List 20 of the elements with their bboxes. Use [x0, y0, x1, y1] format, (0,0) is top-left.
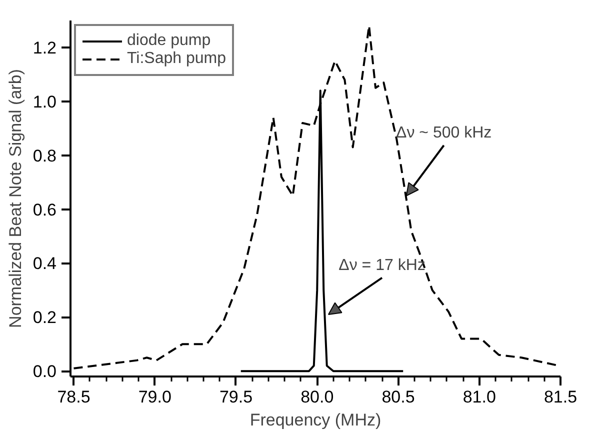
- y-tick-label: 1.0: [32, 92, 57, 112]
- y-tick-label: 0.0: [32, 362, 57, 382]
- y-tick-label: 0.6: [32, 200, 57, 220]
- x-tick-label: 78.5: [57, 388, 90, 406]
- annotation: Δν ~ 500 kHz: [396, 124, 492, 142]
- x-tick-label: 79.0: [138, 388, 172, 406]
- y-axis-title: Normalized Beat Note Signal (arb): [6, 69, 25, 328]
- x-axis-title: Frequency (MHz): [250, 410, 382, 430]
- annotation: Δν = 17 kHz: [338, 256, 426, 274]
- legend-label: Ti:Saph pump: [127, 50, 226, 68]
- x-tick-label: 80.5: [382, 388, 415, 406]
- x-tick-label: 81.0: [462, 388, 496, 406]
- x-tick-label: 79.5: [219, 388, 253, 406]
- x-tick-label: 81.5: [544, 388, 578, 406]
- y-tick-label: 0.8: [32, 146, 57, 166]
- legend-label: diode pump: [127, 32, 211, 50]
- x-tick-label: 80.0: [300, 388, 334, 406]
- y-tick-label: 0.2: [32, 308, 57, 328]
- y-tick-label: 1.2: [32, 38, 57, 58]
- y-tick-label: 0.4: [32, 254, 57, 274]
